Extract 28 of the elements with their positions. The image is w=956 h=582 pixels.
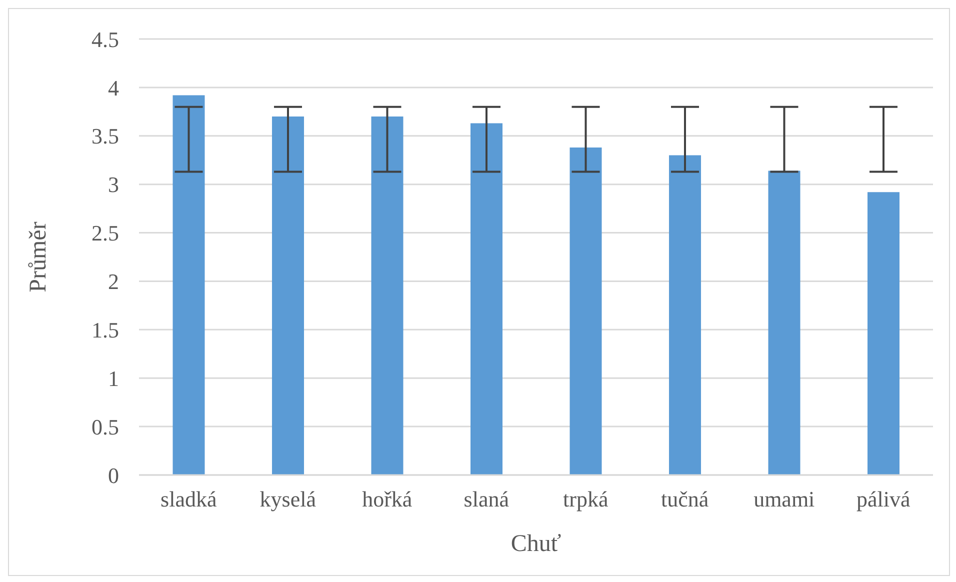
- bar: [867, 192, 900, 475]
- bar: [768, 170, 800, 475]
- bar: [470, 123, 502, 475]
- y-axis-title: Průměr: [26, 222, 52, 292]
- y-tick-label: 1: [108, 366, 119, 391]
- x-tick-label: pálivá: [856, 486, 910, 512]
- y-tick-label: 2: [108, 269, 119, 294]
- y-tick-label: 4: [108, 75, 119, 100]
- bar: [272, 116, 304, 475]
- y-tick-label: 4.5: [92, 26, 119, 52]
- y-tick-label: 2.5: [92, 220, 119, 246]
- x-axis-title: Chuť: [510, 531, 562, 557]
- bar: [570, 148, 602, 475]
- x-tick-label: umami: [754, 486, 815, 512]
- x-tick-label: sladká: [160, 486, 217, 512]
- y-tick-label: 0.5: [92, 414, 119, 440]
- x-tick-label: tučná: [661, 486, 709, 512]
- x-tick-label: trpká: [563, 486, 608, 512]
- x-tick-label: kyselá: [260, 486, 316, 512]
- y-tick-label: 0: [108, 462, 119, 488]
- y-tick-label: 3: [108, 172, 119, 198]
- y-tick-label: 3.5: [92, 124, 119, 149]
- bar: [172, 95, 205, 475]
- y-tick-label: 1.5: [92, 317, 119, 342]
- bar: [668, 155, 701, 475]
- x-tick-label: slaná: [464, 486, 510, 512]
- x-tick-label: hořká: [362, 486, 412, 512]
- bar: [371, 116, 404, 475]
